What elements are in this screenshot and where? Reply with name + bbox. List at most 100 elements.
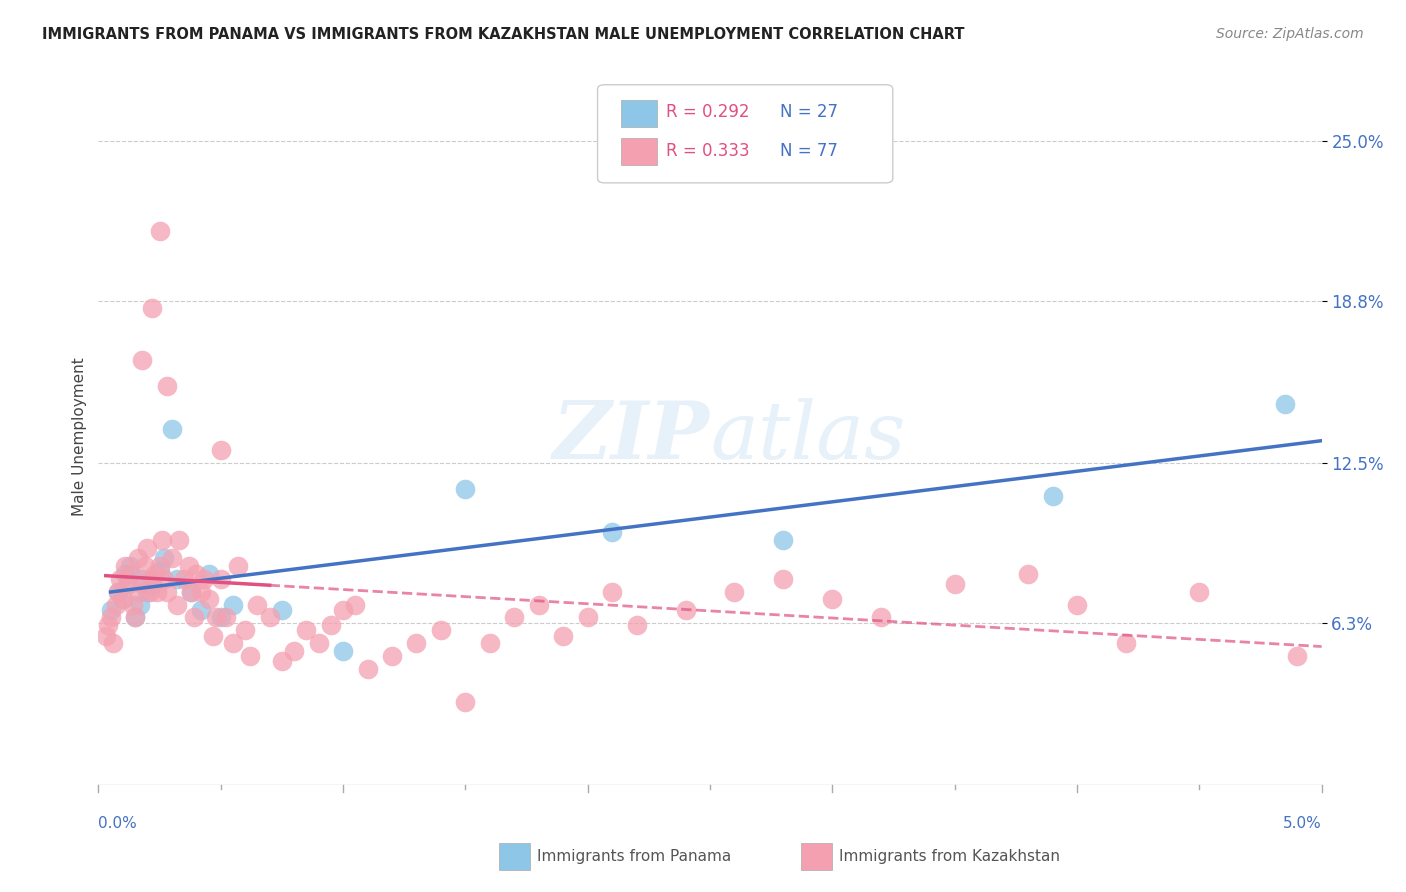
Point (205, 610, 228, 624)
Point (141, 577, 163, 591)
Point (209, 442, 232, 457)
Point (626, 618, 648, 632)
Point (1066, 598, 1088, 612)
Point (183, 610, 205, 624)
Point (870, 610, 893, 624)
Point (222, 636, 245, 650)
Point (190, 584, 212, 599)
Point (117, 577, 139, 591)
Point (193, 572, 215, 586)
Text: 0.0%: 0.0% (98, 816, 138, 831)
Point (259, 610, 281, 624)
Text: ZIP: ZIP (553, 399, 710, 475)
Text: 5.0%: 5.0% (1282, 816, 1322, 831)
Point (153, 551, 176, 566)
Point (141, 572, 163, 586)
Point (319, 618, 342, 632)
Point (160, 422, 183, 436)
Point (209, 610, 232, 624)
Point (600, 584, 623, 599)
Text: Immigrants from Kazakhstan: Immigrants from Kazakhstan (839, 849, 1060, 863)
Point (197, 592, 219, 607)
Point (131, 572, 153, 586)
Text: Source: ZipAtlas.com: Source: ZipAtlas.com (1216, 27, 1364, 41)
Point (295, 624, 318, 638)
Point (344, 598, 367, 612)
Point (97, 618, 120, 632)
Point (177, 558, 200, 573)
Point (107, 584, 129, 599)
Point (180, 584, 202, 599)
Point (772, 572, 794, 586)
Point (723, 584, 745, 599)
Point (111, 592, 134, 607)
Point (136, 541, 159, 555)
Point (478, 636, 501, 650)
Point (114, 558, 136, 573)
Point (772, 533, 794, 548)
Point (149, 558, 172, 573)
Point (173, 572, 195, 586)
Point (149, 224, 172, 238)
Point (332, 644, 354, 658)
Text: R = 0.292: R = 0.292 (666, 103, 749, 121)
Point (141, 301, 163, 316)
Point (190, 603, 212, 617)
Point (94, 628, 117, 642)
Point (270, 603, 294, 617)
Point (943, 577, 966, 591)
Point (127, 551, 149, 566)
Point (114, 566, 136, 581)
Point (246, 598, 269, 612)
Point (675, 603, 697, 617)
Point (120, 566, 142, 581)
Point (110, 572, 132, 586)
Point (214, 610, 236, 624)
Point (100, 603, 122, 617)
Point (131, 577, 153, 591)
Point (139, 584, 162, 599)
Point (124, 610, 146, 624)
Text: Immigrants from Panama: Immigrants from Panama (537, 849, 731, 863)
Point (821, 592, 844, 607)
Point (356, 662, 378, 676)
Point (233, 624, 256, 638)
Point (146, 584, 169, 599)
Y-axis label: Male Unemployment: Male Unemployment (72, 358, 87, 516)
Point (160, 551, 183, 566)
Point (100, 610, 122, 624)
Point (197, 566, 219, 581)
Point (156, 378, 179, 392)
Point (381, 649, 404, 664)
Point (405, 636, 427, 650)
Point (131, 352, 153, 367)
Point (226, 558, 249, 573)
Text: R = 0.333: R = 0.333 (666, 142, 749, 160)
Point (124, 610, 146, 624)
Point (222, 598, 245, 612)
Point (153, 572, 176, 586)
Point (430, 624, 453, 638)
Text: IMMIGRANTS FROM PANAMA VS IMMIGRANTS FROM KAZAKHSTAN MALE UNEMPLOYMENT CORRELATI: IMMIGRANTS FROM PANAMA VS IMMIGRANTS FRO… (42, 27, 965, 42)
Point (553, 628, 575, 642)
Point (129, 584, 152, 599)
Point (454, 696, 477, 710)
Point (1286, 649, 1309, 664)
Point (129, 598, 152, 612)
Point (121, 598, 143, 612)
Point (332, 603, 354, 617)
Point (117, 577, 139, 591)
Point (454, 482, 477, 496)
Point (111, 592, 134, 607)
Point (180, 584, 202, 599)
Point (1188, 584, 1211, 599)
Point (186, 566, 208, 581)
Point (166, 572, 188, 586)
Point (239, 649, 262, 664)
Point (1115, 636, 1137, 650)
Point (149, 564, 172, 578)
Point (576, 610, 599, 624)
Point (1017, 566, 1039, 581)
Point (209, 572, 232, 586)
Point (143, 566, 166, 581)
